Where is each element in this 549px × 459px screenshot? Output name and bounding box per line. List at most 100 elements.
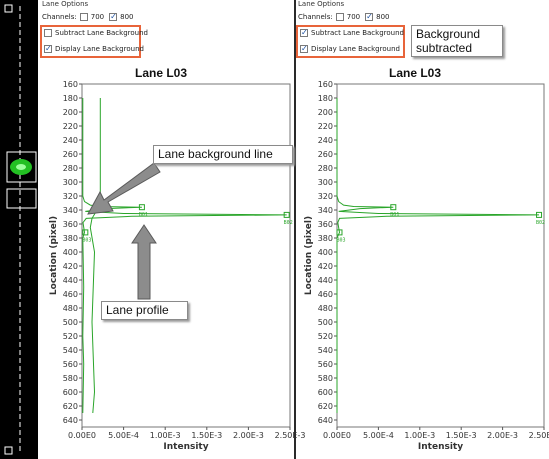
y-tick-label: 260 bbox=[318, 150, 333, 159]
highlight-box-right bbox=[296, 25, 405, 58]
channel-700-checkbox[interactable] bbox=[79, 13, 88, 21]
x-axis-label: Intensity bbox=[418, 442, 463, 452]
y-tick-label: 640 bbox=[63, 416, 78, 425]
channels-row-left: Channels: 700 ✓ 800 bbox=[42, 13, 134, 21]
y-tick-label: 620 bbox=[63, 402, 78, 411]
y-tick-label: 340 bbox=[63, 206, 78, 215]
lane-bottom-handle bbox=[4, 446, 13, 455]
channel-800-label: 800 bbox=[376, 13, 390, 21]
y-tick-label: 560 bbox=[318, 360, 333, 369]
y-tick-label: 580 bbox=[318, 374, 333, 383]
display-row-right[interactable]: ✓ Display Lane Background bbox=[300, 45, 400, 53]
display-background-label: Display Lane Background bbox=[55, 45, 144, 53]
y-tick-label: 500 bbox=[63, 318, 78, 327]
lane-image-strip[interactable] bbox=[0, 0, 38, 459]
y-tick-label: 300 bbox=[318, 178, 333, 187]
subtract-background-checkbox[interactable]: ✓ bbox=[300, 28, 308, 37]
band-selection-box bbox=[6, 151, 37, 183]
x-tick-label: 0.00E0 bbox=[68, 431, 96, 440]
callout-background-line: Lane background line bbox=[153, 145, 293, 164]
y-tick-label: 200 bbox=[318, 108, 333, 117]
y-tick-label: 380 bbox=[318, 234, 333, 243]
y-tick-label: 600 bbox=[318, 388, 333, 397]
band-marker bbox=[536, 211, 543, 218]
y-tick-label: 460 bbox=[318, 290, 333, 299]
y-tick-label: 160 bbox=[63, 80, 78, 89]
x-tick-label: 2.00E-3 bbox=[487, 431, 518, 440]
display-row-left[interactable]: ✓ Display Lane Background bbox=[44, 45, 144, 53]
x-tick-label: 2.00E-3 bbox=[233, 431, 264, 440]
channels-label: Channels: bbox=[298, 13, 333, 21]
display-background-label: Display Lane Background bbox=[311, 45, 400, 53]
x-tick-label: 1.00E-3 bbox=[150, 431, 181, 440]
x-tick-label: 1.50E-3 bbox=[191, 431, 222, 440]
y-tick-label: 360 bbox=[318, 220, 333, 229]
y-tick-label: 620 bbox=[318, 402, 333, 411]
band-blob-core bbox=[16, 164, 26, 170]
x-tick-label: 5.00E-4 bbox=[108, 431, 139, 440]
y-tick-label: 480 bbox=[318, 304, 333, 313]
y-tick-label: 240 bbox=[63, 136, 78, 145]
plot-frame bbox=[81, 83, 291, 428]
y-tick-label: 600 bbox=[63, 388, 78, 397]
y-tick-label: 440 bbox=[63, 276, 78, 285]
y-axis-label: Location (pixel) bbox=[304, 216, 314, 295]
channel-800-checkbox[interactable]: ✓ bbox=[365, 12, 374, 21]
background-selection-box bbox=[6, 188, 37, 209]
x-axis-label: Intensity bbox=[163, 442, 208, 452]
lane-strip-graphic bbox=[4, 4, 37, 455]
y-tick-label: 260 bbox=[63, 150, 78, 159]
y-tick-label: 380 bbox=[63, 234, 78, 243]
x-tick-label: 2.50E-3 bbox=[529, 431, 549, 440]
band-marker-label: B02 bbox=[284, 220, 293, 226]
y-tick-label: 560 bbox=[63, 360, 78, 369]
callout-bg-line2: subtracted bbox=[416, 41, 473, 55]
y-tick-label: 300 bbox=[63, 178, 78, 187]
band-marker-label: B02 bbox=[536, 220, 545, 226]
y-tick-label: 360 bbox=[63, 220, 78, 229]
band-marker-label: B01 bbox=[390, 212, 399, 218]
y-tick-label: 520 bbox=[318, 332, 333, 341]
y-tick-label: 540 bbox=[318, 346, 333, 355]
subtract-background-checkbox[interactable] bbox=[44, 29, 52, 37]
plot-frame bbox=[336, 83, 545, 428]
y-tick-label: 280 bbox=[318, 164, 333, 173]
y-tick-label: 200 bbox=[63, 108, 78, 117]
lane-title-right: Lane L03 bbox=[389, 66, 442, 80]
channel-700-label: 700 bbox=[346, 13, 361, 21]
band-marker bbox=[283, 211, 290, 218]
channels-label: Channels: bbox=[42, 13, 77, 21]
y-tick-label: 320 bbox=[63, 192, 78, 201]
y-tick-label: 220 bbox=[63, 122, 78, 131]
y-tick-label: 440 bbox=[318, 276, 333, 285]
channel-800-label: 800 bbox=[120, 13, 134, 21]
channels-row-right: Channels: 700 ✓ 800 bbox=[298, 13, 390, 21]
y-axis-label: Location (pixel) bbox=[49, 216, 59, 295]
y-tick-label: 160 bbox=[318, 80, 333, 89]
highlight-box-left bbox=[40, 25, 141, 58]
y-tick-label: 580 bbox=[63, 374, 78, 383]
display-background-checkbox[interactable]: ✓ bbox=[44, 44, 52, 53]
lane-options-label-right: Lane Options bbox=[298, 0, 345, 8]
display-background-checkbox[interactable]: ✓ bbox=[300, 44, 308, 53]
subtract-row-right[interactable]: ✓ Subtract Lane Background bbox=[300, 29, 404, 37]
callout-lane-profile: Lane profile bbox=[101, 301, 188, 320]
lane-top-handle bbox=[4, 4, 13, 13]
band-marker bbox=[336, 229, 343, 236]
channel-700-checkbox[interactable] bbox=[335, 13, 344, 21]
band-marker bbox=[390, 204, 397, 211]
y-tick-label: 520 bbox=[63, 332, 78, 341]
subtract-row-left[interactable]: Subtract Lane Background bbox=[44, 29, 148, 37]
y-tick-label: 240 bbox=[318, 136, 333, 145]
y-tick-label: 320 bbox=[318, 192, 333, 201]
y-tick-label: 460 bbox=[63, 290, 78, 299]
x-tick-label: 5.00E-4 bbox=[363, 431, 394, 440]
y-tick-label: 540 bbox=[63, 346, 78, 355]
y-tick-label: 180 bbox=[63, 94, 78, 103]
y-tick-label: 420 bbox=[318, 262, 333, 271]
band-marker-label: B03 bbox=[82, 237, 91, 243]
band-marker bbox=[82, 229, 89, 236]
channel-800-checkbox[interactable]: ✓ bbox=[109, 12, 118, 21]
